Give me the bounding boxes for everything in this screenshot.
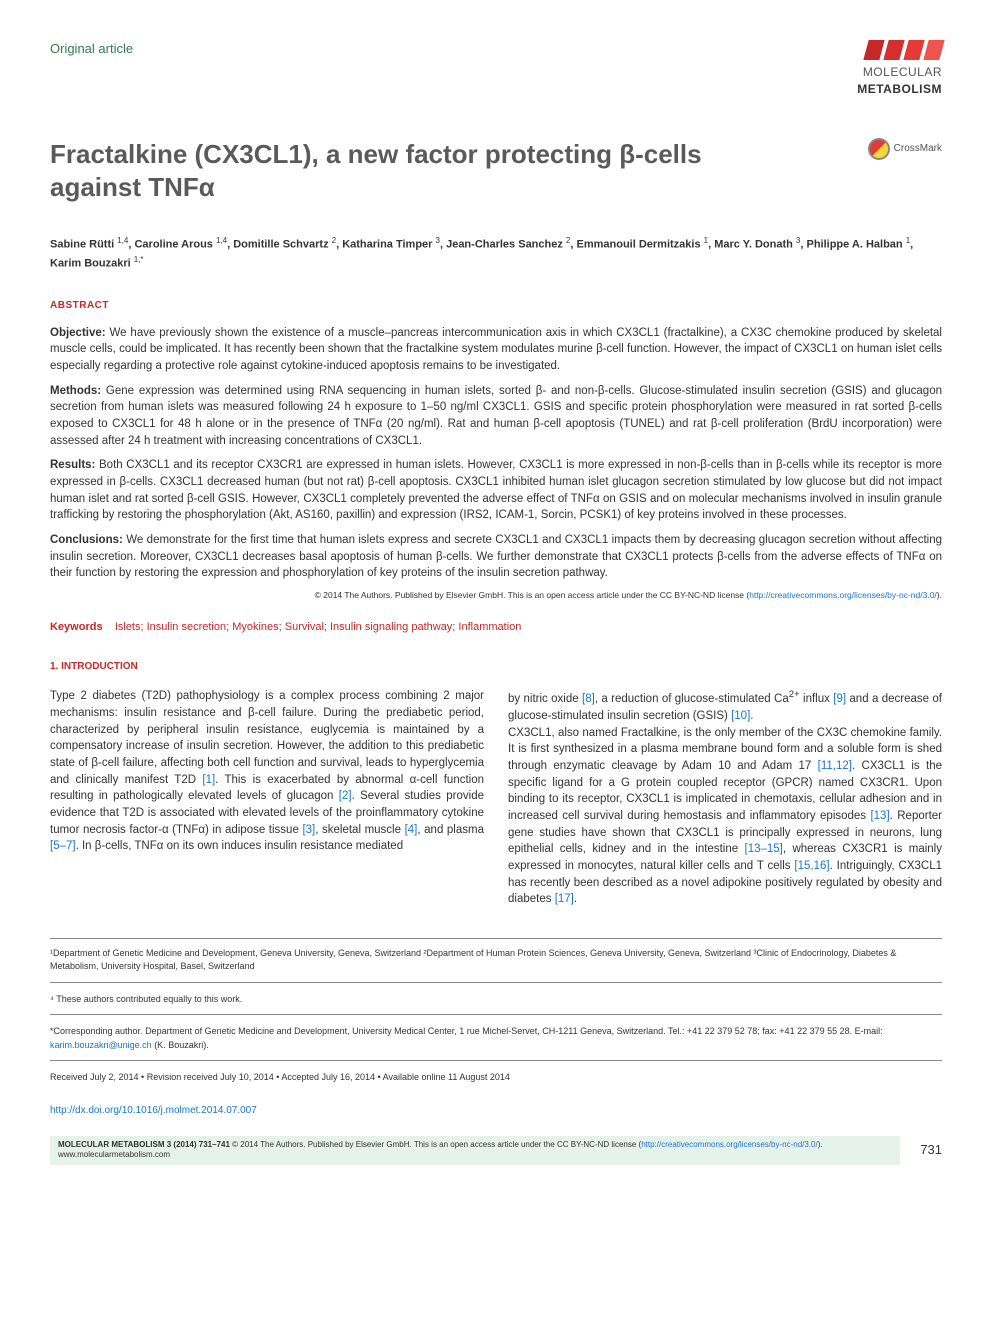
logo-stripes xyxy=(857,40,942,60)
ref-link[interactable]: [2] xyxy=(339,790,352,802)
abstract-methods: Methods: Gene expression was determined … xyxy=(50,383,942,450)
ref-link[interactable]: [17] xyxy=(555,893,574,905)
corresponding-author-footnote: *Corresponding author. Department of Gen… xyxy=(50,1025,942,1061)
title-row: Fractalkine (CX3CL1), a new factor prote… xyxy=(50,138,942,206)
license-link[interactable]: http://creativecommons.org/licenses/by-n… xyxy=(749,590,937,600)
equal-contribution-footnote: ⁴ These authors contributed equally to t… xyxy=(50,993,942,1016)
ref-link[interactable]: [13–15] xyxy=(745,843,783,855)
ref-link[interactable]: [4] xyxy=(405,824,418,836)
crossmark-label: CrossMark xyxy=(894,142,942,156)
introduction-columns: Type 2 diabetes (T2D) pathophysiology is… xyxy=(50,688,942,908)
objective-text: We have previously shown the existence o… xyxy=(50,327,942,372)
methods-text: Gene expression was determined using RNA… xyxy=(50,385,942,447)
ref-link[interactable]: [9] xyxy=(833,693,846,705)
introduction-col-left: Type 2 diabetes (T2D) pathophysiology is… xyxy=(50,688,484,908)
conclusions-label: Conclusions: xyxy=(50,534,123,546)
affiliations-footnote: ¹Department of Genetic Medicine and Deve… xyxy=(50,947,942,983)
ref-link[interactable]: [1] xyxy=(202,774,215,786)
abstract-copyright: © 2014 The Authors. Published by Elsevie… xyxy=(50,590,942,602)
keywords-label: Keywords xyxy=(50,621,103,633)
introduction-heading: 1. INTRODUCTION xyxy=(50,660,942,674)
ref-link[interactable]: [5–7] xyxy=(50,840,76,852)
methods-label: Methods: xyxy=(50,385,101,397)
ref-link[interactable]: [13] xyxy=(870,810,889,822)
footer-citation: MOLECULAR METABOLISM 3 (2014) 731–741 © … xyxy=(50,1136,900,1165)
abstract-objective: Objective: We have previously shown the … xyxy=(50,325,942,375)
results-label: Results: xyxy=(50,459,95,471)
article-type: Original article xyxy=(50,40,133,58)
introduction-col-right: by nitric oxide [8], a reduction of gluc… xyxy=(508,688,942,908)
crossmark-badge[interactable]: CrossMark xyxy=(868,138,942,160)
footer-license-link[interactable]: http://creativecommons.org/licenses/by-n… xyxy=(641,1140,818,1149)
footer-bar: MOLECULAR METABOLISM 3 (2014) 731–741 © … xyxy=(50,1136,942,1165)
authors-list: Sabine Rütti 1,4, Caroline Arous 1,4, Do… xyxy=(50,235,942,274)
header-row: Original article MOLECULAR METABOLISM xyxy=(50,40,942,98)
corresponding-email-link[interactable]: karim.bouzakri@unige.ch xyxy=(50,1040,152,1050)
keywords-line: Keywords Islets; Insulin secretion; Myok… xyxy=(50,620,942,635)
journal-logo: MOLECULAR METABOLISM xyxy=(857,40,942,98)
page-number: 731 xyxy=(920,1141,942,1159)
ref-link[interactable]: [10] xyxy=(731,710,750,722)
article-dates-footnote: Received July 2, 2014 • Revision receive… xyxy=(50,1071,942,1093)
article-title: Fractalkine (CX3CL1), a new factor prote… xyxy=(50,138,790,206)
results-text: Both CX3CL1 and its receptor CX3CR1 are … xyxy=(50,459,942,521)
ref-link[interactable]: [15,16] xyxy=(794,860,829,872)
footnotes: ¹Department of Genetic Medicine and Deve… xyxy=(50,938,942,1118)
doi-link[interactable]: http://dx.doi.org/10.1016/j.molmet.2014.… xyxy=(50,1105,257,1116)
abstract-results: Results: Both CX3CL1 and its receptor CX… xyxy=(50,457,942,524)
abstract-label: ABSTRACT xyxy=(50,299,942,313)
crossmark-icon xyxy=(868,138,890,160)
abstract-conclusions: Conclusions: We demonstrate for the firs… xyxy=(50,532,942,582)
keywords-text: Islets; Insulin secretion; Myokines; Sur… xyxy=(115,621,522,633)
objective-label: Objective: xyxy=(50,327,106,339)
conclusions-text: We demonstrate for the first time that h… xyxy=(50,534,942,579)
journal-name: MOLECULAR METABOLISM xyxy=(857,64,942,98)
ref-link[interactable]: [11,12] xyxy=(818,760,852,772)
footer-website: www.molecularmetabolism.com xyxy=(58,1150,170,1159)
ref-link[interactable]: [8] xyxy=(582,693,595,705)
ref-link[interactable]: [3] xyxy=(302,824,315,836)
